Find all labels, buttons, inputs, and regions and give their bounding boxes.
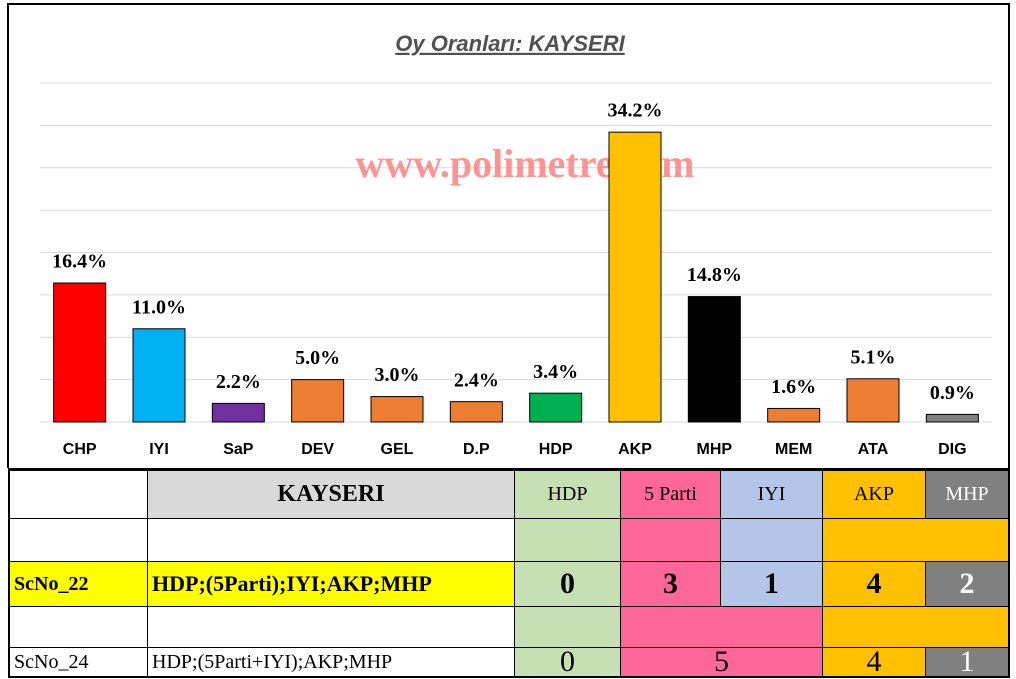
data-label: 5.1%: [851, 346, 896, 368]
bar: [687, 296, 741, 423]
row-formula: HDP;(5Parti+IYI);AKP;MHP: [147, 647, 515, 678]
cell: [8, 606, 148, 648]
cell: [8, 468, 148, 519]
x-tick-label: AKP: [618, 441, 652, 458]
cell: [8, 518, 148, 562]
cell: [514, 606, 621, 648]
bar: [608, 131, 662, 423]
bar: [925, 413, 979, 423]
x-tick-label: DIG: [938, 441, 966, 458]
bar: [132, 328, 186, 423]
data-label: 34.2%: [608, 100, 663, 122]
cell: [822, 606, 1010, 648]
row-label: ScNo_24: [8, 647, 148, 678]
cell: [822, 518, 1010, 562]
value-cell: 3: [620, 561, 721, 607]
value-cell: 0: [514, 645, 621, 678]
data-label: 1.6%: [771, 376, 816, 398]
bar: [529, 392, 583, 423]
data-label: 0.9%: [930, 382, 975, 404]
x-tick-label: MEM: [775, 441, 812, 458]
chart-title: Oy Oranları: KAYSERI: [395, 31, 625, 56]
header-cell: IYI: [720, 468, 823, 519]
header-cell: 5 Parti: [620, 468, 721, 519]
data-label: 16.4%: [52, 251, 107, 273]
value-cell: 4: [822, 561, 926, 607]
data-label: 3.0%: [375, 364, 420, 386]
x-tick-label: GEL: [381, 441, 414, 458]
data-label: 14.8%: [687, 264, 742, 286]
header-cell: HDP: [514, 468, 621, 519]
x-tick-label: HDP: [539, 441, 573, 458]
cell: [620, 518, 721, 562]
bar: [370, 396, 424, 423]
value-cell: 4: [822, 645, 926, 678]
data-label: 2.2%: [216, 371, 261, 393]
cell: [620, 606, 823, 648]
header-cell: MHP: [925, 468, 1010, 519]
data-label: 2.4%: [454, 369, 499, 391]
chart: Oy Oranları: KAYSERI www.polimetre.comCH…: [7, 3, 1010, 468]
row-label: ScNo_22: [8, 561, 148, 607]
x-tick-label: IYI: [149, 441, 169, 458]
cell: [514, 518, 621, 562]
header-cell: AKP: [822, 468, 926, 519]
x-tick-label: DEV: [301, 441, 334, 458]
data-label: 5.0%: [295, 347, 340, 369]
value-cell: 1: [720, 561, 823, 607]
x-tick-label: MHP: [697, 441, 733, 458]
bar: [211, 402, 265, 423]
value-cell: 0: [514, 561, 621, 607]
row-formula: HDP;(5Parti);IYI;AKP;MHP: [147, 561, 515, 607]
data-label: 11.0%: [132, 296, 186, 318]
data-label: 3.4%: [533, 361, 578, 383]
value-cell: 5: [620, 645, 823, 678]
value-cell: 2: [925, 561, 1010, 607]
x-tick-label: SaP: [223, 441, 254, 458]
bar: [53, 282, 107, 423]
x-tick-label: CHP: [63, 441, 97, 458]
bar: [846, 378, 900, 423]
value-cell: 1: [925, 645, 1010, 678]
bar: [449, 401, 503, 423]
header-cell: KAYSERI: [147, 468, 515, 519]
cell: [720, 518, 823, 562]
cell: [147, 606, 515, 648]
bar: [767, 407, 821, 423]
x-tick-label: D.P: [463, 441, 490, 458]
bar: [291, 379, 345, 423]
x-tick-label: ATA: [858, 441, 889, 458]
cell: [147, 518, 515, 562]
